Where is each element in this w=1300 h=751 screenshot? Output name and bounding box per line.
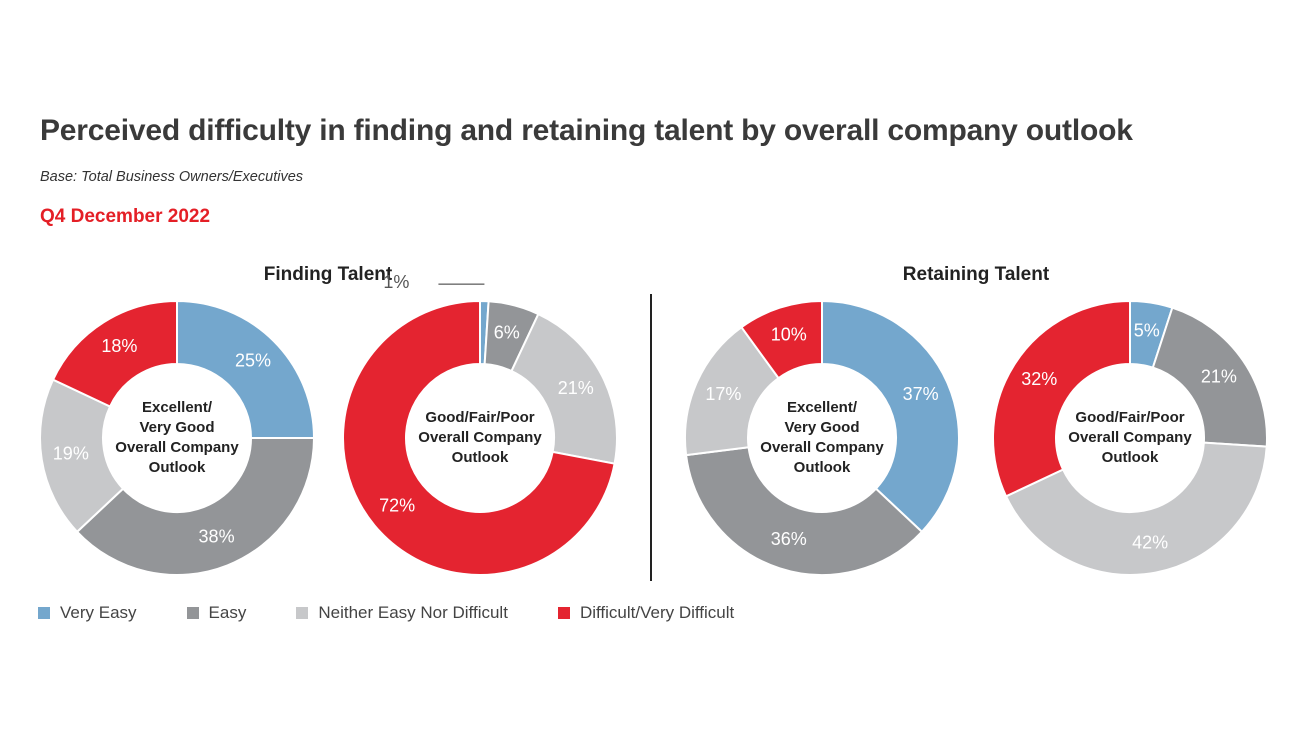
donut-1-slice-easy [75, 437, 316, 576]
donut-3-center-label: Outlook [794, 459, 851, 476]
donut-4-center-label: Outlook [1102, 449, 1159, 466]
legend-label: Difficult/Very Difficult [579, 603, 735, 622]
donut-1-value-label: 25% [235, 351, 271, 371]
donut-3-center-label: Excellent/ [787, 399, 858, 416]
donut-2-center-label: Overall Company [418, 429, 542, 446]
donut-1-slice-very-easy [176, 299, 316, 439]
chart-subtitle: Base: Total Business Owners/Executives [40, 169, 304, 185]
donut-2-value-label: 72% [379, 495, 415, 515]
donut-3-slice-difficult-very-difficult [740, 299, 823, 380]
legend-swatch [296, 607, 309, 619]
donut-4-slice-easy [1151, 306, 1268, 448]
donut-2-slice-difficult-very-difficult [342, 299, 616, 576]
legend-item-neither-easy-nor-difficult: Neither Easy Nor Difficult [296, 603, 508, 623]
donut-3-value-label: 10% [771, 325, 807, 345]
section-heading-retaining-talent: Retaining Talent [902, 264, 1050, 285]
period-label: Q4 December 2022 [40, 206, 211, 227]
donut-4-slice-neither-easy-nor-difficult [1004, 441, 1268, 576]
legend-swatch [186, 607, 199, 619]
section-heading-finding-talent: Finding Talent [263, 264, 393, 285]
donut-3-center-label: Overall Company [760, 439, 884, 456]
donut-4-slice-difficult-very-difficult [992, 299, 1131, 498]
legend-item-difficult-very-difficult: Difficult/Very Difficult [557, 603, 735, 623]
donut-4-value-label: 32% [1021, 369, 1057, 389]
donut-1-center-label: Outlook [149, 459, 206, 476]
donut-3-center-label: Very Good [784, 419, 859, 436]
legend-swatch [38, 607, 50, 619]
donut-1-value-label: 38% [199, 527, 235, 547]
donut-3-value-label: 37% [903, 384, 939, 404]
legend-label: Easy [208, 603, 247, 622]
donut-4-center-label: Good/Fair/Poor [1075, 409, 1184, 426]
donut-1-center-label: Overall Company [115, 439, 239, 456]
donut-4-center-label: Overall Company [1068, 429, 1192, 446]
donut-4-value-label: 5% [1134, 321, 1160, 341]
donut-4-value-label: 21% [1201, 366, 1237, 386]
donut-2-center-label: Good/Fair/Poor [425, 409, 534, 426]
donut-2-center-label: Outlook [452, 449, 509, 466]
donut-1-value-label: 18% [101, 336, 137, 356]
legend-item-easy: Easy [186, 603, 247, 623]
donut-4-value-label: 42% [1132, 532, 1168, 552]
donut-3-value-label: 36% [771, 529, 807, 549]
donut-1-center-label: Very Good [139, 419, 214, 436]
donut-2-value-label: 6% [494, 323, 520, 343]
legend-label: Neither Easy Nor Difficult [318, 603, 508, 622]
donut-2-value-label: 1% [383, 272, 409, 292]
legend-label: Very Easy [60, 603, 137, 622]
donut-3-slice-very-easy [821, 299, 960, 534]
donut-3-value-label: 17% [705, 384, 741, 404]
chart-legend: Very Easy Easy Neither Easy Nor Difficult D… [38, 603, 784, 623]
donut-2-value-label: 21% [558, 378, 594, 398]
donut-2-slice-neither-easy-nor-difficult [510, 312, 618, 465]
section-divider [650, 294, 652, 581]
donut-1-slice-difficult-very-difficult [51, 299, 178, 408]
legend-swatch [557, 607, 570, 619]
chart-title: Perceived difficulty in finding and reta… [40, 114, 1133, 147]
legend-item-very-easy: Very Easy [38, 603, 137, 623]
donut-3-slice-easy [684, 446, 924, 576]
donut-1-center-label: Excellent/ [142, 399, 213, 416]
donut-1-value-label: 19% [53, 444, 89, 464]
